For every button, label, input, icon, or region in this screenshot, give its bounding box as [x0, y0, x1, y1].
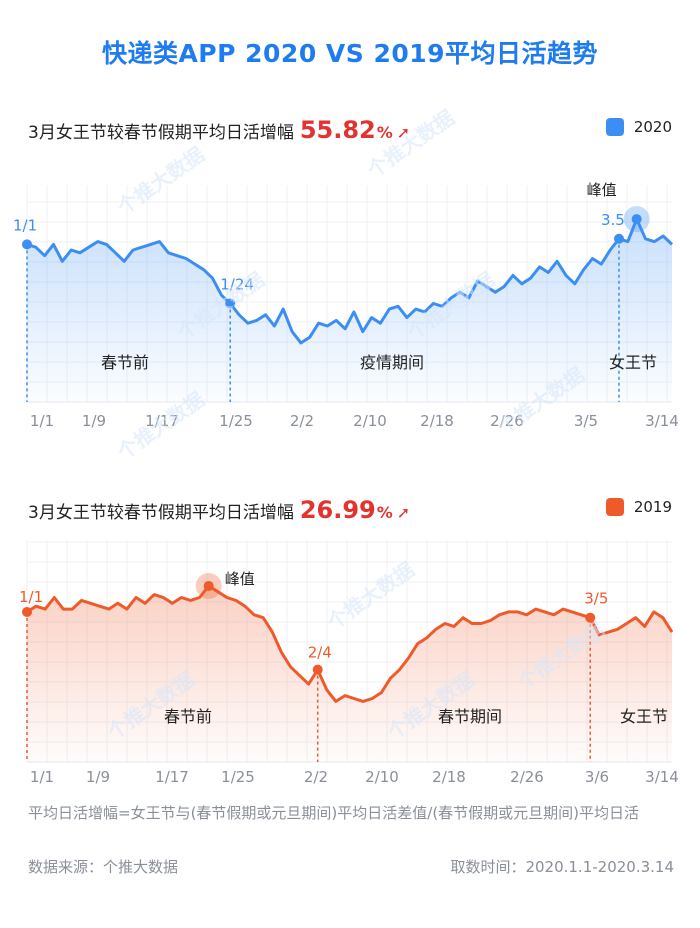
- phase-label: 疫情期间: [360, 353, 424, 372]
- x-tick-label: 1/17: [155, 768, 189, 786]
- marker-label: 1/24: [220, 276, 254, 294]
- legend: 2020: [605, 118, 672, 136]
- legend-label: 2019: [633, 498, 672, 516]
- marker-label: 3/5: [584, 590, 608, 608]
- series-area: [27, 586, 672, 762]
- x-tick-label: 2/2: [290, 412, 314, 430]
- series-line: [26, 584, 674, 703]
- page-title: 快递类APP 2020 VS 2019平均日活趋势: [101, 39, 599, 68]
- x-tick-label: 1/25: [221, 768, 255, 786]
- x-tick-label: 1/9: [82, 412, 106, 430]
- growth-up-arrow-icon: ➚: [396, 503, 411, 522]
- marker-label: 峰值: [225, 570, 255, 588]
- marker-dot: [22, 239, 32, 250]
- x-tick-label: 1/17: [145, 412, 179, 430]
- growth-unit: %: [376, 503, 393, 522]
- chart-heading-text: 3月女王节较春节假期平均日活增幅: [28, 503, 294, 523]
- series-line: [26, 217, 674, 345]
- legend-swatch: [605, 498, 624, 516]
- growth-value: 55.82: [299, 116, 376, 144]
- marker-label: 1/1: [13, 216, 37, 234]
- marker-label: 2/4: [308, 644, 332, 662]
- x-tick-label: 2/18: [420, 412, 454, 430]
- x-tick-label: 3/6: [585, 768, 609, 786]
- marker-dot: [585, 612, 596, 623]
- x-tick-label: 2/18: [432, 768, 466, 786]
- footnote: 平均日活增幅=女王节与(春节假期或元旦期间)平均日活差值/(春节假期或元旦期间)…: [28, 804, 640, 822]
- x-tick-label: 1/9: [86, 768, 110, 786]
- phase-label: 春节前: [164, 707, 212, 726]
- data-period: 取数时间：2020.1.1-2020.3.14: [450, 858, 674, 876]
- marker-label: 3.5: [601, 211, 625, 229]
- chart-panel-2019: 3月女王节较春节假期平均日活增幅 26.99 % ➚ 2019 1/1 峰值 2/4…: [0, 490, 700, 790]
- growth-up-arrow-icon: ➚: [396, 123, 411, 142]
- phase-label: 春节前: [101, 353, 149, 372]
- chart-heading: 3月女王节较春节假期平均日活增幅 26.99 % ➚: [28, 496, 410, 524]
- phase-label: 春节期间: [438, 707, 502, 726]
- area-chart-2019: 1/1 峰值 2/4 3/5 春节前 春节期间 女王节 1/1 1/9 1/17 1/25 2/2 2/…: [19, 540, 679, 786]
- chart-heading: 3月女王节较春节假期平均日活增幅 55.82 % ➚: [28, 116, 410, 144]
- x-tick-label: 1/1: [30, 768, 54, 786]
- marker-dot: [203, 580, 214, 591]
- marker-label: 1/1: [19, 588, 43, 606]
- marker-dot: [613, 233, 624, 244]
- x-tick-label: 3/5: [574, 412, 598, 430]
- chart-heading-text: 3月女王节较春节假期平均日活增幅: [28, 123, 294, 143]
- marker-dot: [312, 664, 323, 675]
- growth-value: 26.99: [299, 496, 376, 524]
- x-tick-label: 2/26: [510, 768, 544, 786]
- legend: 2019: [605, 498, 672, 516]
- phase-label: 女王节: [609, 353, 657, 372]
- x-tick-label: 3/14: [645, 412, 679, 430]
- chart-panel-2020: 3月女王节较春节假期平均日活增幅 55.82 % ➚ 2020 1/1 1/24 3…: [0, 110, 700, 440]
- legend-swatch: [605, 118, 624, 136]
- marker-dot: [225, 298, 236, 309]
- marker-dot: [22, 606, 32, 617]
- x-tick-label: 2/10: [365, 768, 399, 786]
- marker-label: 峰值: [587, 181, 617, 199]
- x-tick-label: 1/25: [219, 412, 253, 430]
- x-tick-label: 2/2: [304, 768, 328, 786]
- data-source: 数据来源：个推大数据: [28, 858, 179, 876]
- marker-dot: [631, 214, 642, 225]
- x-tick-label: 2/10: [353, 412, 387, 430]
- phase-label: 女王节: [620, 707, 668, 726]
- series-area: [27, 219, 672, 402]
- x-tick-label: 2/26: [490, 412, 524, 430]
- growth-unit: %: [376, 123, 393, 142]
- x-tick-label: 1/1: [30, 412, 54, 430]
- legend-label: 2020: [633, 118, 672, 136]
- x-tick-label: 3/14: [645, 768, 679, 786]
